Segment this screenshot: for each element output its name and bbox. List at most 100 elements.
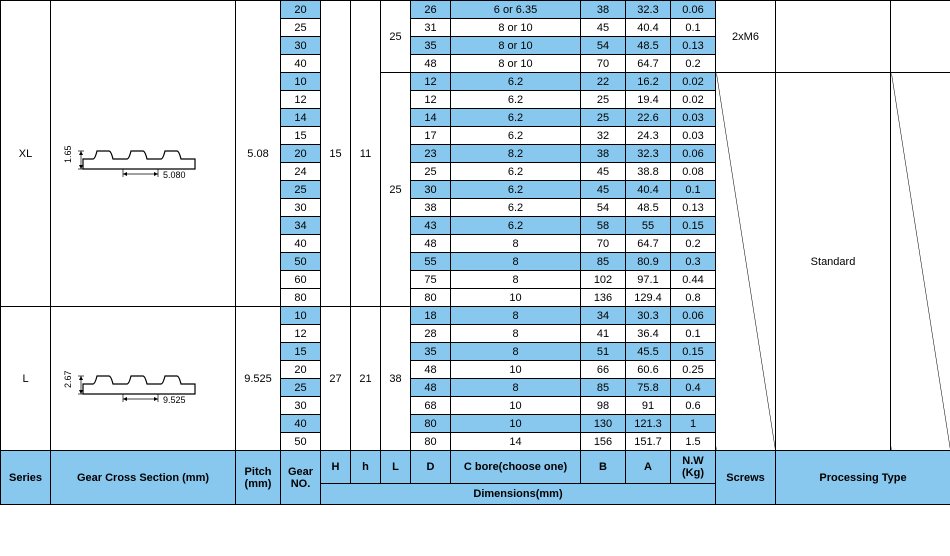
cell-NW: 0.13 xyxy=(671,199,716,217)
cell-C: 8.2 xyxy=(451,145,581,163)
cell-B: 102 xyxy=(581,271,626,289)
cell-C: 6.2 xyxy=(451,217,581,235)
cell-B: 45 xyxy=(581,163,626,181)
cell-NW: 0.3 xyxy=(671,253,716,271)
cell-C: 8 xyxy=(451,271,581,289)
cell-D: 35 xyxy=(411,343,451,361)
cell-A: 32.3 xyxy=(626,145,671,163)
cell-C: 14 xyxy=(451,433,581,451)
cell-NW: 0.06 xyxy=(671,307,716,325)
gear-no: 12 xyxy=(281,325,321,343)
hdr-series: Series xyxy=(1,451,51,505)
cell-A: 38.8 xyxy=(626,163,671,181)
gear-no: 25 xyxy=(281,181,321,199)
cell-D: 48 xyxy=(411,235,451,253)
cell-A: 97.1 xyxy=(626,271,671,289)
series-xl: XL xyxy=(1,1,51,307)
cell-B: 70 xyxy=(581,235,626,253)
gear-no: 20 xyxy=(281,145,321,163)
hdr-L: L xyxy=(381,451,411,484)
cell-C: 8 xyxy=(451,325,581,343)
screws-diag xyxy=(716,73,776,451)
cell-C: 6.2 xyxy=(451,73,581,91)
cell-C: 6.2 xyxy=(451,199,581,217)
cell-D: 25 xyxy=(411,163,451,181)
cell-A: 36.4 xyxy=(626,325,671,343)
xl-L1: 11 xyxy=(351,1,381,307)
cell-C: 10 xyxy=(451,361,581,379)
cell-NW: 0.8 xyxy=(671,289,716,307)
cell-B: 85 xyxy=(581,253,626,271)
cell-D: 12 xyxy=(411,91,451,109)
cell-A: 129.4 xyxy=(626,289,671,307)
cell-NW: 0.6 xyxy=(671,397,716,415)
cell-D: 80 xyxy=(411,415,451,433)
cell-B: 38 xyxy=(581,145,626,163)
cell-D: 31 xyxy=(411,19,451,37)
cell-D: 38 xyxy=(411,199,451,217)
hdr-proc: Processing Type xyxy=(776,451,950,505)
cell-D: 48 xyxy=(411,379,451,397)
cell-C: 8 or 10 xyxy=(451,19,581,37)
cell-D: 18 xyxy=(411,307,451,325)
gear-no: 30 xyxy=(281,37,321,55)
cell-D: 35 xyxy=(411,37,451,55)
cell-NW: 0.15 xyxy=(671,217,716,235)
gear-no: 15 xyxy=(281,127,321,145)
cell-A: 19.4 xyxy=(626,91,671,109)
cell-NW: 0.1 xyxy=(671,181,716,199)
l-h: 27 xyxy=(321,307,351,451)
cell-D: 26 xyxy=(411,1,451,19)
gear-no: 80 xyxy=(281,289,321,307)
cell-NW: 0.03 xyxy=(671,109,716,127)
cell-B: 22 xyxy=(581,73,626,91)
cell-C: 8 or 10 xyxy=(451,55,581,73)
hdr-screws: Screws xyxy=(716,451,776,505)
cell-D: 48 xyxy=(411,361,451,379)
hdr-B: B xyxy=(581,451,626,484)
gear-no: 10 xyxy=(281,73,321,91)
cell-A: 48.5 xyxy=(626,199,671,217)
cell-B: 38 xyxy=(581,1,626,19)
cell-NW: 0.25 xyxy=(671,361,716,379)
gear-no: 50 xyxy=(281,253,321,271)
gear-no: 30 xyxy=(281,199,321,217)
cell-B: 98 xyxy=(581,397,626,415)
cell-B: 25 xyxy=(581,109,626,127)
svg-text:1.65: 1.65 xyxy=(63,145,73,163)
cell-B: 70 xyxy=(581,55,626,73)
xl-pitch: 5.08 xyxy=(236,1,281,307)
processing-empty xyxy=(776,1,891,73)
cell-D: 80 xyxy=(411,289,451,307)
hdr-D: D xyxy=(411,451,451,484)
xl-h: 15 xyxy=(321,1,351,307)
gear-no: 40 xyxy=(281,415,321,433)
gear-no: 10 xyxy=(281,307,321,325)
cell-C: 8 xyxy=(451,235,581,253)
gear-no: 25 xyxy=(281,19,321,37)
cell-A: 45.5 xyxy=(626,343,671,361)
hdr-cross: Gear Cross Section (mm) xyxy=(51,451,236,505)
cell-NW: 0.06 xyxy=(671,1,716,19)
hdr-gear: Gear NO. xyxy=(281,451,321,505)
cell-D: 12 xyxy=(411,73,451,91)
cell-A: 16.2 xyxy=(626,73,671,91)
xl-cross-section: 1.65 5.080 xyxy=(51,1,236,307)
l-L1: 21 xyxy=(351,307,381,451)
cell-A: 40.4 xyxy=(626,181,671,199)
cell-C: 6.2 xyxy=(451,109,581,127)
cell-C: 10 xyxy=(451,289,581,307)
screws-label: 2xM6 xyxy=(716,1,776,73)
xl-main-L: 25 xyxy=(381,73,411,307)
gear-no: 40 xyxy=(281,55,321,73)
cell-B: 66 xyxy=(581,361,626,379)
cell-D: 17 xyxy=(411,127,451,145)
cell-B: 25 xyxy=(581,91,626,109)
gear-no: 20 xyxy=(281,1,321,19)
hdr-dim: Dimensions(mm) xyxy=(321,484,716,505)
cell-NW: 1.5 xyxy=(671,433,716,451)
cell-B: 54 xyxy=(581,37,626,55)
cell-C: 8 xyxy=(451,253,581,271)
cell-A: 30.3 xyxy=(626,307,671,325)
svg-text:9.525: 9.525 xyxy=(163,395,186,405)
